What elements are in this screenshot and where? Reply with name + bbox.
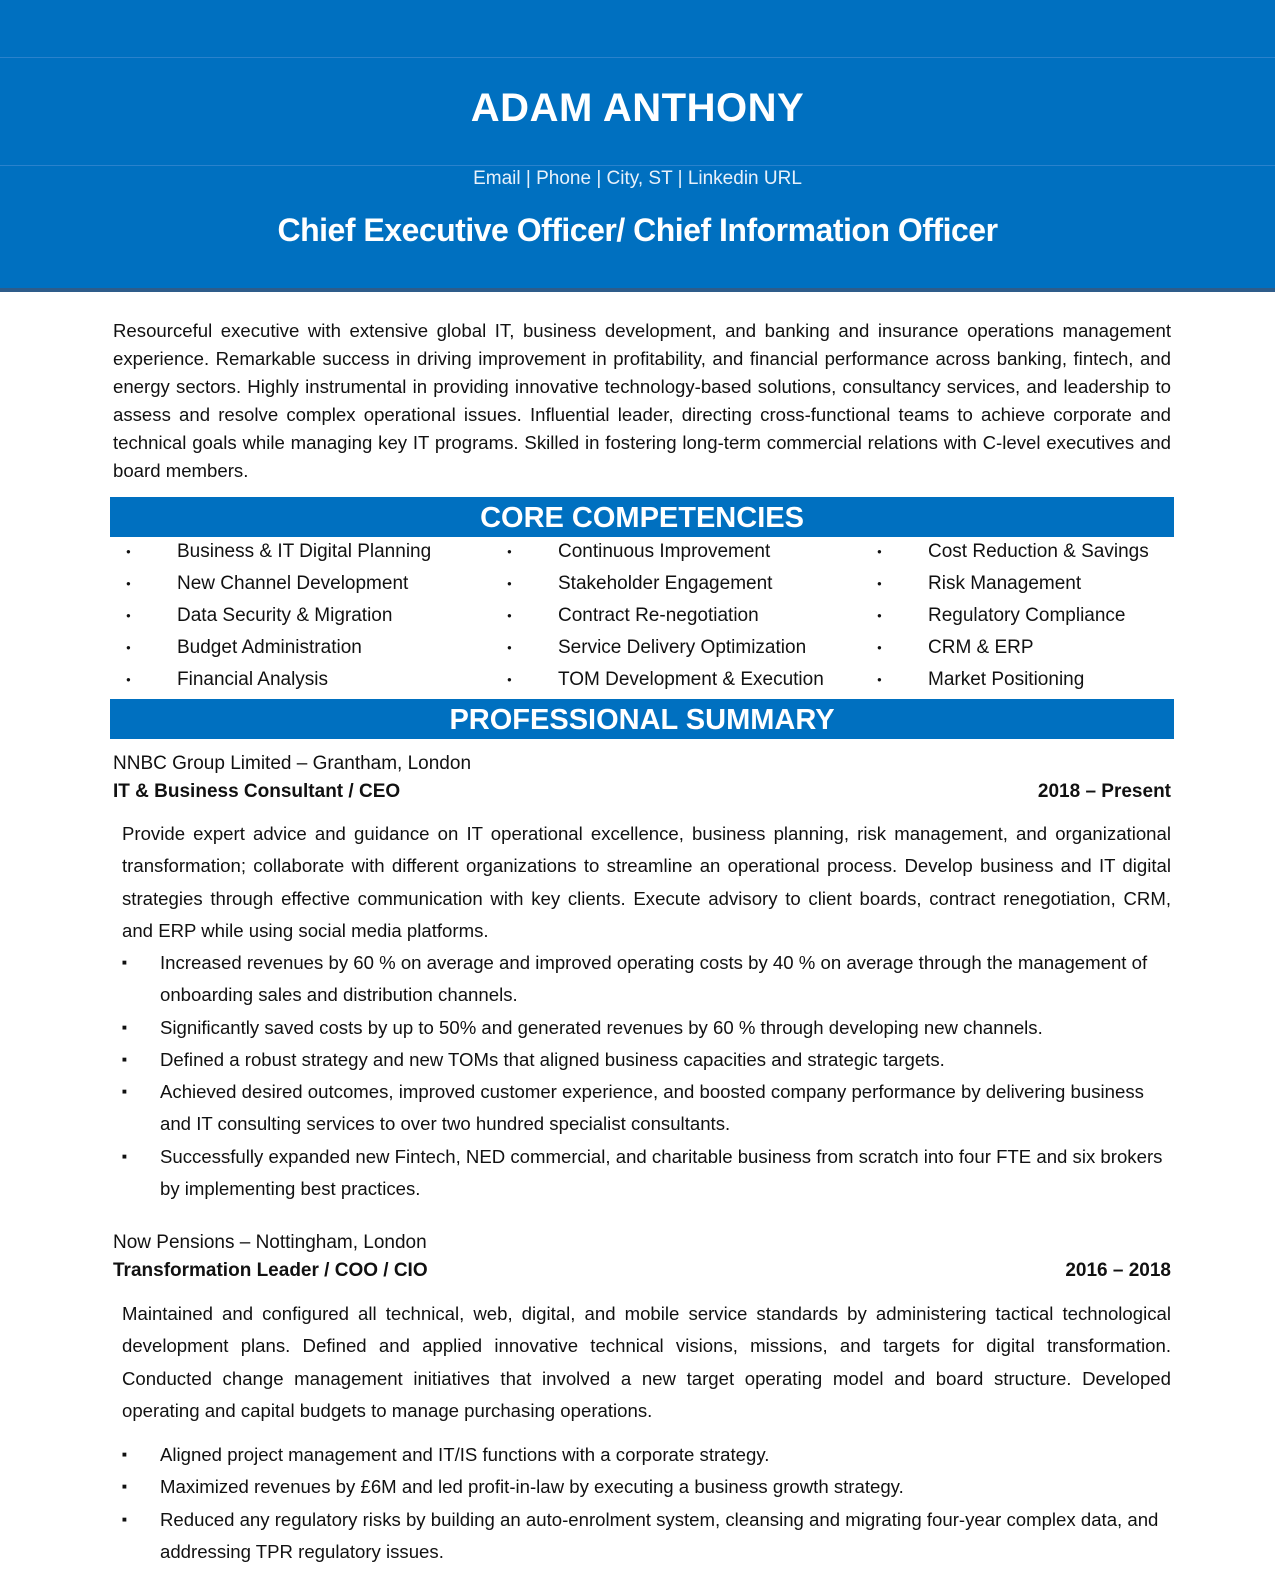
square-bullet-icon: ■ [122,1151,127,1161]
competency-label: Continuous Improvement [558,541,771,562]
bullet-icon: ● [126,643,131,652]
competencies-grid: ● Business & IT Digital Planning ● New Chan… [110,537,1174,697]
achievement-item: ■ Reduced any regulatory risks by buildin… [122,1504,1171,1569]
square-bullet-icon: ■ [122,1450,127,1459]
achievement-item: ■ Successfully expanded new Fintech, NED … [122,1141,1171,1206]
job-dates: 2018 – Present [1037,781,1171,802]
core-competencies-heading: CORE COMPETENCIES [110,497,1174,537]
bullet-icon: ● [877,579,882,588]
competency-label: Stakeholder Engagement [558,573,773,594]
bullet-icon: ● [877,547,882,556]
square-bullet-icon: ■ [122,1514,127,1524]
job-description: Provide expert advice and guidance on IT… [122,823,1171,941]
bullet-icon: ● [126,579,131,588]
square-bullet-icon: ■ [122,1087,127,1097]
job-title: IT & Business Consultant / CEO [113,781,401,802]
competency-label: Cost Reduction & Savings [928,541,1149,562]
competency-label: Regulatory Compliance [928,605,1126,626]
job-bullets: ■ Aligned project management and IT/IS fu… [122,1439,1171,1568]
achievement-item: ■ Aligned project management and IT/IS fu… [122,1439,1171,1471]
bullet-icon: ● [507,643,512,652]
bullet-icon: ● [877,643,882,652]
achievement-item: ■ Increased revenues by 60 % on average a… [122,947,1171,1012]
achievement-text: Defined a robust strategy and new TOMs t… [160,1048,945,1070]
competency-label: Financial Analysis [177,669,329,690]
competency-label: Risk Management [928,573,1082,594]
achievement-item: ■ Significantly saved costs by up to 50% … [122,1012,1171,1044]
square-bullet-icon: ■ [122,1022,127,1032]
bullet-icon: ● [507,675,512,684]
achievement-item: ■ Achieved desired outcomes, improved cus… [122,1076,1171,1141]
divider [0,165,1275,166]
achievement-item: ■ Defined a robust strategy and new TOMs … [122,1044,1171,1076]
achievement-text: Achieved desired outcomes, improved cust… [160,1081,1144,1135]
bullet-icon: ● [126,611,131,620]
square-bullet-icon: ■ [122,1482,127,1492]
achievement-text: Increased revenues by 60 % on average an… [160,952,1148,1006]
contact-line: Email | Phone | City, ST | Linkedin URL [473,168,802,189]
job-dates: 2016 – 2018 [1065,1260,1171,1281]
bullet-icon: ● [877,611,882,620]
bullet-icon: ● [507,547,512,556]
achievement-text: Aligned project management and IT/IS fun… [160,1444,770,1465]
achievement-text: Significantly saved costs by up to 50% a… [160,1016,1043,1038]
job-bullets: ■ Increased revenues by 60 % on average a… [122,947,1171,1205]
job-title-row: Transformation Leader / COO / CIO 2016 – … [113,1260,1171,1282]
competency-label: Business & IT Digital Planning [177,541,432,562]
bullet-icon: ● [877,675,882,684]
competency-label: CRM & ERP [928,637,1034,658]
competency-label: Service Delivery Optimization [558,637,807,658]
achievement-text: Maximized revenues by £6M and led profit… [160,1476,904,1498]
job-title: Transformation Leader / COO / CIO [113,1260,428,1281]
bullet-icon: ● [507,611,512,620]
square-bullet-icon: ■ [122,958,127,967]
competency-label: Budget Administration [177,637,362,658]
achievement-text: Successfully expanded new Fintech, NED c… [160,1145,1163,1200]
square-bullet-icon: ■ [122,1054,127,1064]
candidate-name: ADAM ANTHONY [470,86,805,130]
divider [0,57,1275,58]
competency-label: Market Positioning [928,669,1085,690]
bullet-icon: ● [126,547,131,556]
job-company: NNBC Group Limited – Grantham, London [113,753,472,774]
competency-label: Contract Re-negotiation [558,605,759,626]
resume-header: ADAM ANTHONY Email | Phone | City, ST | … [0,0,1275,292]
achievement-text: Reduced any regulatory risks by building… [160,1508,1159,1562]
profile-summary: Resourceful executive with extensive glo… [113,320,1171,481]
competency-label: TOM Development & Execution [558,669,824,690]
job-title-row: IT & Business Consultant / CEO 2018 – Pre… [113,781,1171,803]
achievement-item: ■ Maximized revenues by £6M and led profi… [122,1471,1171,1503]
professional-summary-heading: PROFESSIONAL SUMMARY [110,699,1174,739]
competency-label: New Channel Development [177,573,409,594]
bullet-icon: ● [126,675,131,684]
bullet-icon: ● [507,579,512,588]
target-role: Chief Executive Officer/ Chief Informati… [277,212,998,248]
job-company: Now Pensions – Nottingham, London [113,1232,427,1253]
job-description: Maintained and configured all technical,… [122,1303,1171,1421]
competency-label: Data Security & Migration [177,605,393,626]
